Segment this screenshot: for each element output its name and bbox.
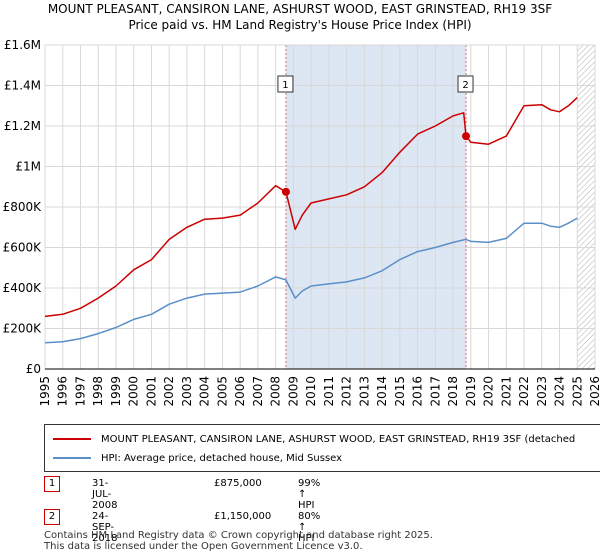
attribution: Contains HM Land Registry data © Crown c…	[44, 530, 433, 552]
x-tick-label: 2000	[127, 376, 141, 407]
attribution-line-2: This data is licensed under the Open Gov…	[44, 541, 363, 552]
x-tick-label: 2008	[269, 376, 283, 407]
price-chart: MOUNT PLEASANT, CANSIRON LANE, ASHURST W…	[3, 2, 600, 407]
x-tick-label: 1999	[109, 376, 123, 407]
y-tick-label: £200K	[3, 322, 43, 336]
sale-number-badge: 1	[44, 476, 60, 492]
sale-point	[462, 132, 471, 141]
x-tick-label: 2023	[535, 376, 549, 407]
sale-point	[281, 187, 290, 196]
sale-hpi-change: 80% ↑ HPI	[298, 511, 321, 544]
x-tick-label: 2002	[162, 376, 176, 407]
x-tick-label: 2007	[251, 376, 265, 407]
x-tick-label: 2020	[482, 376, 496, 407]
hpi-line-swatch	[53, 457, 91, 459]
sale-number-badge: 2	[44, 509, 60, 525]
y-tick-label: £400K	[3, 281, 43, 295]
legend-hpi-label: HPI: Average price, detached house, Mid …	[101, 452, 343, 464]
property-price-line	[44, 97, 578, 318]
x-tick-label: 2026	[588, 376, 600, 407]
x-tick-label: 2021	[499, 376, 513, 407]
x-tick-label: 2006	[233, 376, 247, 407]
x-tick-label: 2017	[428, 376, 442, 407]
x-tick-label: 2019	[464, 376, 478, 407]
x-tick-label: 2024	[553, 376, 567, 407]
y-tick-label: £800K	[3, 200, 43, 214]
attribution-line-1: Contains HM Land Registry data © Crown c…	[44, 530, 433, 541]
x-tick-label: 1995	[38, 376, 52, 407]
sale-label-box	[457, 75, 474, 93]
sale-price: £1,150,000	[214, 511, 272, 522]
y-tick-label: £600K	[3, 241, 43, 255]
y-tick-label: £1.2M	[4, 119, 41, 133]
x-tick-label: 2003	[180, 376, 194, 407]
property-line-swatch	[53, 438, 91, 440]
sale-date: 24-SEP-2018	[92, 511, 118, 544]
x-tick-label: 2001	[144, 376, 158, 407]
y-tick-label: £1.6M	[4, 38, 41, 52]
legend-item-property: MOUNT PLEASANT, CANSIRON LANE, ASHURST W…	[53, 431, 575, 447]
x-tick-label: 2025	[570, 376, 584, 407]
x-tick-label: 2013	[357, 376, 371, 407]
x-tick-label: 1997	[73, 376, 87, 407]
sale-label-number: 2	[462, 80, 468, 91]
hpi-line	[44, 217, 578, 344]
x-tick-label: 2010	[304, 376, 318, 407]
x-tick-label: 2018	[446, 376, 460, 407]
sale-label-box	[277, 75, 294, 93]
x-tick-label: 1996	[56, 376, 70, 407]
x-tick-label: 2014	[375, 376, 389, 407]
x-tick-label: 2011	[322, 376, 336, 407]
x-tick-label: 2022	[517, 376, 531, 407]
x-tick-label: 2005	[215, 376, 229, 407]
y-tick-label: £0	[26, 362, 41, 376]
y-tick-label: £1M	[15, 160, 41, 174]
y-tick-label: £1.4M	[4, 79, 41, 93]
sale-price: £875,000	[214, 478, 262, 489]
x-tick-label: 2012	[340, 376, 354, 407]
chart-legend: MOUNT PLEASANT, CANSIRON LANE, ASHURST W…	[44, 424, 600, 472]
x-tick-label: 2004	[198, 376, 212, 407]
legend-property-label: MOUNT PLEASANT, CANSIRON LANE, ASHURST W…	[101, 433, 576, 445]
sale-date: 31-JUL-2008	[92, 478, 118, 511]
sale-hpi-change: 99% ↑ HPI	[298, 478, 321, 511]
x-tick-label: 2009	[286, 376, 300, 407]
x-tick-label: 2016	[411, 376, 425, 407]
chart-title: MOUNT PLEASANT, CANSIRON LANE, ASHURST W…	[48, 2, 552, 16]
sale-label-number: 1	[282, 80, 288, 91]
legend-item-hpi: HPI: Average price, detached house, Mid …	[53, 450, 342, 466]
x-tick-label: 1998	[91, 376, 105, 407]
x-tick-label: 2015	[393, 376, 407, 407]
chart-subtitle: Price paid vs. HM Land Registry's House …	[128, 18, 471, 32]
